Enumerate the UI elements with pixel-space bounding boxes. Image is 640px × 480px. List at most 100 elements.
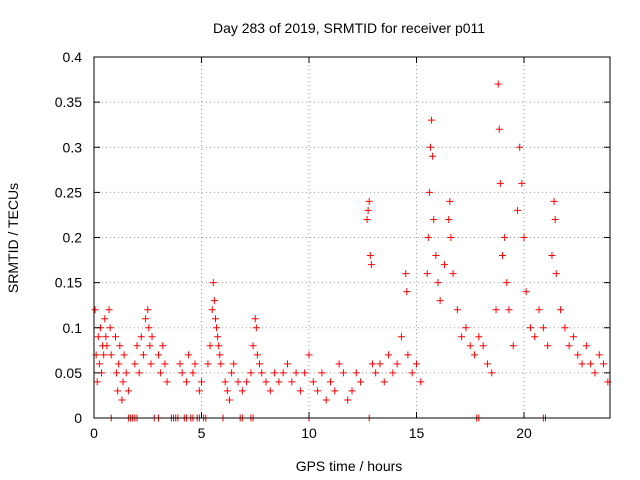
data-point	[256, 360, 264, 368]
data-point	[440, 261, 448, 269]
data-point	[445, 215, 453, 223]
data-point	[380, 378, 388, 386]
data-point	[492, 306, 500, 314]
data-point	[137, 333, 145, 341]
data-point	[587, 360, 595, 368]
data-point	[116, 342, 124, 350]
data-point	[367, 261, 375, 269]
data-point	[539, 324, 547, 332]
data-point	[146, 342, 154, 350]
data-point	[91, 306, 99, 314]
data-point	[403, 288, 411, 296]
data-point	[145, 324, 153, 332]
data-point	[363, 215, 371, 223]
data-point	[432, 252, 440, 260]
y-tick-label: 0.25	[55, 184, 82, 200]
data-point	[402, 270, 410, 278]
x-tick-label: 20	[516, 425, 532, 441]
data-point	[209, 279, 217, 287]
data-point	[94, 333, 102, 341]
data-point	[112, 333, 119, 341]
data-point	[296, 387, 304, 395]
y-tick-labels: 0 0.05 0.1 0.15 0.2 0.25 0.3 0.35 0.4	[55, 49, 82, 426]
data-point	[155, 351, 162, 359]
x-tick-label: 15	[409, 425, 425, 441]
data-point	[462, 324, 470, 332]
data-point	[505, 306, 513, 314]
y-tick-label: 0.1	[63, 320, 83, 336]
data-point	[551, 215, 559, 223]
data-point	[284, 360, 291, 368]
axis-ticks	[93, 56, 610, 419]
data-point	[230, 360, 238, 368]
data-point	[503, 279, 511, 287]
data-point	[124, 387, 132, 395]
data-point	[176, 360, 184, 368]
data-point	[385, 351, 393, 359]
data-point	[526, 324, 534, 332]
data-point	[430, 215, 438, 223]
data-point	[249, 342, 257, 350]
data-point	[301, 369, 309, 377]
data-point	[161, 360, 169, 368]
data-point	[213, 324, 221, 332]
data-point	[447, 234, 455, 241]
data-point	[565, 342, 573, 350]
data-point	[318, 369, 326, 377]
data-point	[148, 333, 156, 341]
data-point	[322, 396, 330, 404]
data-point	[292, 369, 300, 377]
data-point	[103, 342, 111, 350]
data-point	[552, 270, 560, 278]
data-point	[413, 360, 420, 368]
data-point	[366, 252, 374, 260]
data-point	[376, 360, 384, 368]
data-point	[434, 279, 442, 287]
data-point	[258, 369, 266, 377]
data-point	[147, 360, 155, 368]
data-point	[185, 351, 193, 359]
data-point	[495, 125, 503, 133]
data-point	[195, 387, 203, 395]
data-point	[238, 387, 246, 395]
y-tick-label: 0.2	[63, 230, 83, 246]
data-point	[453, 306, 461, 314]
data-point	[446, 197, 454, 205]
data-point	[211, 315, 219, 323]
data-point	[595, 351, 603, 359]
data-point	[557, 306, 565, 314]
data-point	[119, 378, 127, 386]
data-point	[404, 351, 412, 359]
data-point	[262, 378, 270, 386]
data-point	[107, 351, 115, 359]
data-point	[182, 378, 190, 386]
data-point	[352, 369, 360, 377]
data-point	[389, 369, 397, 377]
data-point	[105, 306, 113, 314]
data-point	[139, 351, 147, 359]
y-tick-label: 0	[74, 410, 82, 426]
data-point	[243, 378, 251, 386]
data-point	[331, 387, 339, 395]
data-point	[548, 252, 556, 260]
data-point	[102, 333, 110, 341]
data-point	[106, 324, 114, 332]
data-point	[397, 333, 405, 341]
chart-title: Day 283 of 2019, SRMTID for receiver p01…	[213, 20, 485, 36]
data-point	[531, 333, 539, 341]
x-tick-labels: 0 5 10 15 20	[90, 425, 532, 441]
data-point	[339, 369, 347, 377]
data-point	[271, 369, 279, 377]
data-point	[251, 315, 259, 323]
data-point	[210, 297, 218, 305]
y-tick-label: 0.05	[55, 365, 82, 381]
data-point	[144, 306, 152, 314]
data-point	[578, 360, 586, 368]
data-point	[198, 378, 205, 386]
data-point	[509, 342, 517, 350]
y-tick-label: 0.15	[55, 275, 82, 291]
data-point	[309, 378, 317, 386]
data-point	[591, 369, 599, 377]
data-point	[191, 360, 199, 368]
data-point	[561, 324, 569, 332]
